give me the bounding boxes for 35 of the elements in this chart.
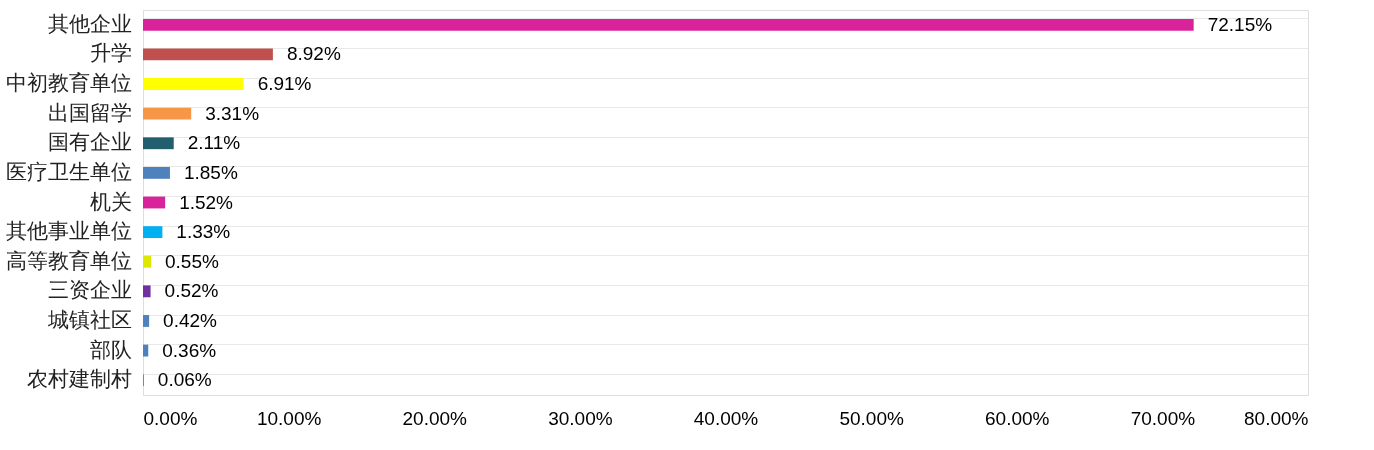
data-label: 0.52% [164, 280, 219, 302]
y-tick-label: 其他企业 [47, 11, 132, 35]
data-label: 72.15% [1207, 13, 1273, 35]
y-tick-label: 其他事业单位 [5, 219, 132, 243]
y-tick-label: 出国留学 [47, 100, 132, 124]
data-label: 3.31% [205, 102, 260, 124]
y-tick-label: 医疗卫生单位 [5, 159, 132, 183]
y-tick-label: 农村建制村 [26, 367, 132, 391]
y-tick-label: 高等教育单位 [5, 248, 132, 272]
y-tick-label: 国有企业 [47, 130, 132, 154]
x-tick-label: 70.00% [1130, 407, 1196, 429]
data-label: 1.85% [183, 161, 238, 183]
data-label: 6.91% [257, 73, 312, 95]
y-tick-label: 三资企业 [47, 278, 132, 302]
data-label: 1.33% [176, 221, 231, 243]
data-label: 0.06% [157, 369, 212, 391]
x-tick-label: 60.00% [985, 407, 1050, 429]
x-tick-label: 50.00% [839, 407, 904, 429]
x-tick-label: 0.00% [143, 407, 198, 429]
y-tick-label: 城镇社区 [46, 307, 132, 331]
x-tick-label: 20.00% [402, 407, 468, 429]
data-label: 1.52% [179, 191, 234, 213]
data-label: 0.42% [163, 309, 218, 331]
data-label: 0.55% [165, 250, 219, 272]
y-tick-label: 机关 [89, 189, 132, 213]
x-tick-label: 40.00% [693, 407, 759, 429]
data-label: 0.36% [162, 339, 217, 361]
x-tick-label: 30.00% [548, 407, 613, 429]
y-tick-label: 中初教育单位 [5, 71, 132, 95]
y-tick-label: 部队 [89, 337, 132, 361]
x-tick-label: 10.00% [256, 407, 322, 429]
data-label: 8.92% [286, 43, 341, 65]
x-tick-label: 80.00% [1244, 407, 1309, 429]
y-tick-label: 升学 [89, 41, 132, 65]
data-label: 2.11% [187, 132, 241, 154]
